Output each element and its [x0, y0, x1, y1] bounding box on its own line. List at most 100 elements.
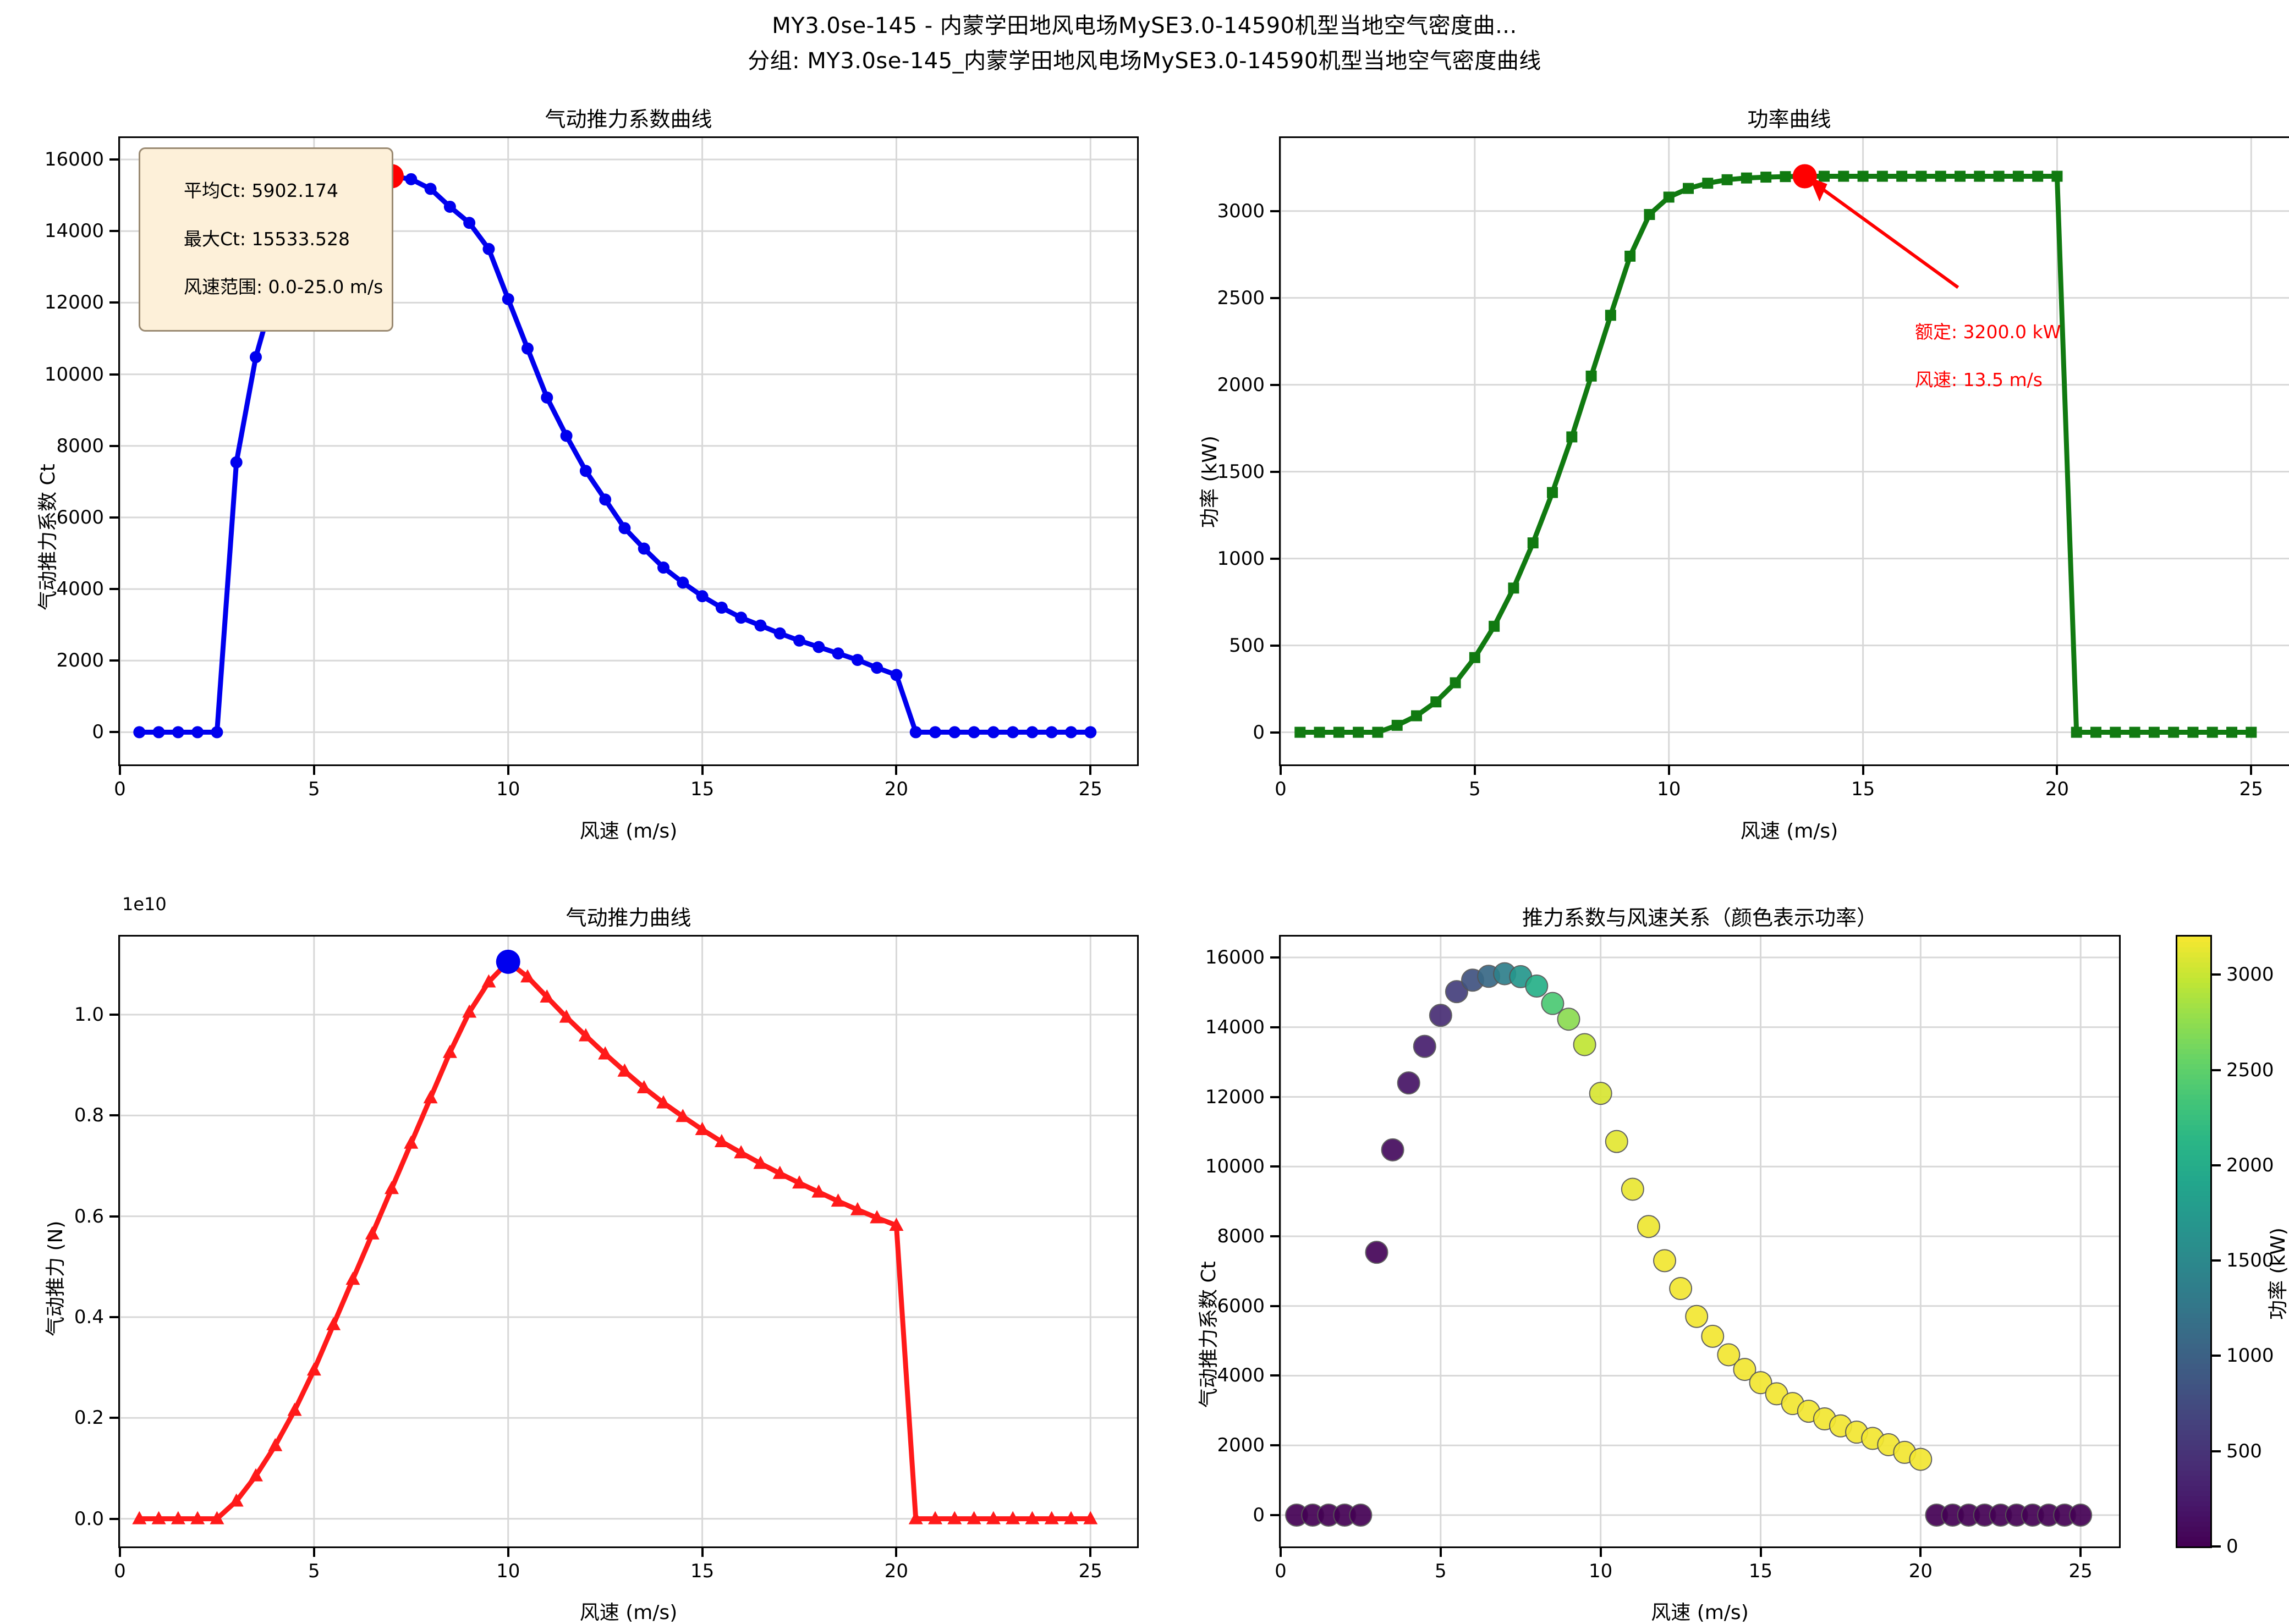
colorbar-tick-label: 0 — [2226, 1535, 2238, 1557]
y-tick-label: 1.0 — [74, 1004, 104, 1026]
x-tick-label: 0 — [114, 1560, 126, 1582]
x-tick-label: 25 — [1078, 1560, 1102, 1582]
y-tick-label: 16000 — [1205, 946, 1265, 969]
y-tickmark — [1270, 1235, 1279, 1237]
figure-subtitle: 分组: MY3.0se-145_内蒙学田地风电场MySE3.0-14590机型当… — [748, 48, 1541, 74]
x-tickmark — [119, 766, 121, 775]
x-tickmark — [1667, 766, 1670, 775]
x-tickmark — [1759, 1548, 1762, 1557]
x-tickmark — [2250, 766, 2253, 775]
x-tickmark — [1280, 1548, 1282, 1557]
xlabel-ct-curve: 风速 (m/s) — [579, 820, 678, 843]
y-tick-label: 8000 — [56, 434, 104, 457]
plot-frame-power-curve — [1279, 136, 2289, 766]
x-tick-label: 10 — [496, 778, 520, 800]
x-tickmark — [701, 766, 704, 775]
x-tick-label: 5 — [308, 778, 320, 800]
y-tick-label: 0 — [1253, 721, 1265, 744]
y-tick-label: 10000 — [1205, 1155, 1265, 1178]
x-tickmark — [1280, 766, 1282, 775]
ct-stats-annotation: 平均Ct: 5902.174 最大Ct: 15533.528 风速范围: 0.0… — [139, 147, 394, 332]
x-tick-label: 20 — [884, 778, 909, 800]
y-tick-label: 500 — [1229, 634, 1265, 657]
y-tick-label: 12000 — [1205, 1086, 1265, 1108]
colorbar-tickmark — [2212, 1545, 2221, 1548]
y-tickmark — [1270, 644, 1279, 647]
colorbar-tick-label: 2000 — [2226, 1154, 2274, 1176]
panel-title-ct-scatter: 推力系数与风速关系（颜色表示功率） — [1522, 906, 1878, 930]
colorbar-tickmark — [2212, 1069, 2221, 1071]
y-tickmark — [109, 373, 118, 376]
x-tick-label: 15 — [1748, 1560, 1773, 1582]
y-tickmark — [1270, 1304, 1279, 1307]
x-tick-label: 10 — [1589, 1560, 1613, 1582]
y-tick-label: 14000 — [44, 220, 104, 243]
y-tickmark — [109, 731, 118, 734]
y-tickmark — [1270, 470, 1279, 473]
y-tickmark — [109, 444, 118, 447]
xlabel-thrust-curve: 风速 (m/s) — [579, 1601, 678, 1624]
y-tickmark — [109, 230, 118, 233]
rated-power-annotation: 额定: 3200.0 kW 风速: 13.5 m/s — [1880, 296, 2061, 416]
y-tickmark — [1270, 1374, 1279, 1377]
y-tickmark — [109, 1517, 118, 1520]
colorbar-tick-label: 1500 — [2226, 1249, 2274, 1272]
colorbar-tickmark — [2212, 973, 2221, 976]
xlabel-ct-scatter: 风速 (m/s) — [1651, 1601, 1749, 1624]
x-tickmark — [895, 766, 898, 775]
rated-windspeed-text: 风速: 13.5 m/s — [1914, 368, 2043, 390]
y-tickmark — [109, 1417, 118, 1419]
x-tick-label: 15 — [690, 778, 715, 800]
x-tickmark — [312, 766, 315, 775]
y-tickmark — [1270, 1444, 1279, 1447]
x-tickmark — [119, 1548, 121, 1557]
colorbar-label: 功率 (kW) — [2267, 1227, 2289, 1320]
ct-windrange-text: 风速范围: 0.0-25.0 m/s — [183, 276, 383, 298]
panel-title-ct-curve: 气动推力系数曲线 — [545, 107, 712, 131]
y-tick-label: 4000 — [56, 578, 104, 601]
y-tickmark — [109, 659, 118, 662]
y-tickmark — [109, 1114, 118, 1117]
y-tick-label: 12000 — [44, 291, 104, 314]
y-tickmark — [1270, 1165, 1279, 1168]
y-tick-label: 1500 — [1217, 460, 1265, 483]
y-tickmark — [1270, 956, 1279, 959]
y-tick-label: 14000 — [1205, 1016, 1265, 1038]
colorbar-tick-label: 500 — [2226, 1440, 2262, 1462]
y-tickmark — [1270, 557, 1279, 560]
y-tick-label: 10000 — [44, 363, 104, 386]
y-tickmark — [109, 588, 118, 591]
x-tick-label: 15 — [1851, 778, 1875, 800]
y-tick-label: 6000 — [56, 506, 104, 529]
x-tickmark — [701, 1548, 704, 1557]
y-tick-label: 2500 — [1217, 287, 1265, 309]
y-tickmark — [109, 516, 118, 519]
x-tick-label: 0 — [1275, 778, 1287, 800]
y-tickmark — [1270, 1095, 1279, 1098]
y-tick-label: 2000 — [1217, 373, 1265, 396]
panel-title-thrust-curve: 气动推力曲线 — [566, 906, 691, 930]
x-tick-label: 25 — [1078, 778, 1102, 800]
x-tick-label: 15 — [690, 1560, 715, 1582]
x-tick-label: 5 — [1435, 1560, 1447, 1582]
x-tick-label: 0 — [1275, 1560, 1287, 1582]
y-tickmark — [109, 301, 118, 304]
y-tick-label: 2000 — [1217, 1434, 1265, 1457]
y-tickmark — [109, 1215, 118, 1218]
x-tickmark — [895, 1548, 898, 1557]
y-tickmark — [1270, 296, 1279, 299]
x-tickmark — [312, 1548, 315, 1557]
x-tick-label: 5 — [308, 1560, 320, 1582]
y-tick-label: 0.8 — [74, 1104, 104, 1127]
x-tick-label: 20 — [1908, 1560, 1933, 1582]
x-tickmark — [1439, 1548, 1442, 1557]
y-tickmark — [1270, 1026, 1279, 1028]
x-tickmark — [1862, 766, 1864, 775]
y-tick-label: 4000 — [1217, 1364, 1265, 1387]
colorbar-tickmark — [2212, 1450, 2221, 1452]
y-tickmark — [109, 158, 118, 161]
y-tick-label: 8000 — [1217, 1225, 1265, 1247]
y-tick-label: 0 — [92, 721, 104, 744]
y-tick-label: 16000 — [44, 148, 104, 171]
